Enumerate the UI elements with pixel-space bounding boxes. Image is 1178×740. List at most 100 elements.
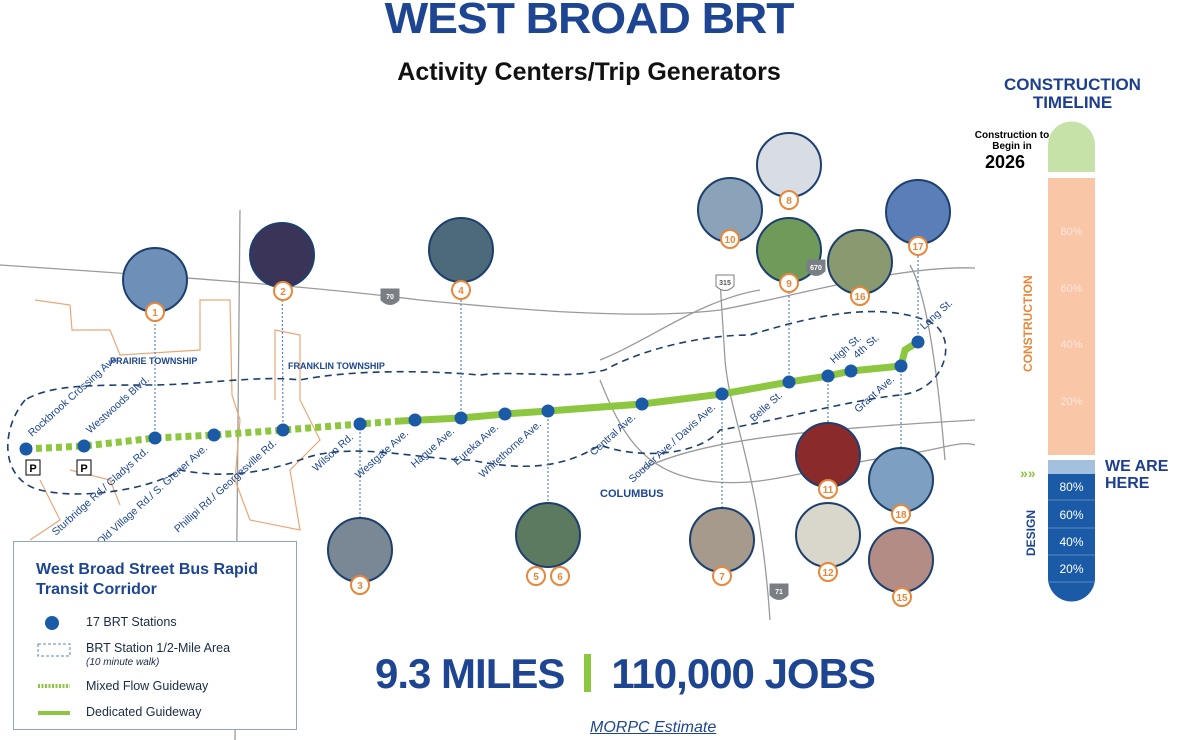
activity-center-photo[interactable]: 6 — [550, 566, 570, 586]
highway-number: 315 — [719, 280, 731, 287]
photo-number: 7 — [719, 572, 725, 583]
photo-icon[interactable] — [795, 422, 861, 488]
station-marker[interactable] — [19, 442, 33, 456]
photo-number-badge — [720, 229, 740, 249]
station-marker[interactable] — [454, 411, 468, 425]
photo-icon[interactable] — [327, 517, 393, 583]
station-marker[interactable] — [821, 369, 835, 383]
photo-number: 2 — [280, 287, 286, 298]
activity-center-photo[interactable]: 12 — [795, 502, 861, 582]
photo-icon[interactable] — [868, 447, 934, 513]
photo-number-badge — [712, 566, 732, 586]
station-marker[interactable] — [635, 397, 649, 411]
legend-item-mixed-flow: Mixed Flow Guideway — [86, 679, 209, 693]
activity-center-photo[interactable]: 7 — [689, 507, 755, 586]
station-marker[interactable] — [207, 428, 221, 442]
source-link[interactable]: MORPC Estimate — [590, 719, 717, 736]
station-marker[interactable] — [844, 364, 858, 378]
activity-center-photo[interactable]: 1 — [122, 247, 188, 322]
franklin-township-label: FRANKLIN TOWNSHIP — [288, 361, 385, 371]
timeline-bar: 80% 60% 40% 20% 80% 60% 40% 20% »» — [1020, 121, 1095, 602]
station-marker[interactable] — [782, 375, 796, 389]
activity-center-photo[interactable]: 3 — [327, 517, 393, 595]
miles-stat: 9.3 MILES — [375, 650, 565, 697]
we-are-here-label: WE ARE HERE — [1105, 458, 1169, 492]
activity-center-photo[interactable]: 16 — [827, 229, 893, 306]
station-marker[interactable] — [276, 423, 290, 437]
station-marker[interactable] — [148, 431, 162, 445]
highway-shield-icon: 670 — [806, 259, 826, 276]
activity-center-photo[interactable]: 10 — [697, 177, 763, 249]
station-marker[interactable] — [911, 335, 925, 349]
station-marker[interactable] — [715, 387, 729, 401]
photo-icon[interactable] — [885, 179, 951, 245]
parking-icon: P — [29, 463, 36, 475]
construction-begin-note: Construction to Begin in — [974, 130, 1050, 152]
jobs-stat: 110,000 JOBS — [611, 650, 876, 697]
photo-number-badge — [526, 566, 546, 586]
legend-symbols — [37, 616, 71, 715]
corridor-stats: 9.3 MILES 110,000 JOBS — [375, 650, 876, 698]
design-tick-label: 60% — [1059, 508, 1083, 522]
station-label: Hague Ave. — [409, 425, 457, 470]
activity-center-photo[interactable]: 4 — [428, 217, 494, 300]
photo-number-badge — [818, 562, 838, 582]
highway-shield-icon: 71 — [769, 583, 789, 600]
photo-number-badge — [850, 286, 870, 306]
construction-tick-label: 20% — [1060, 396, 1082, 408]
station-symbol-icon — [45, 616, 59, 630]
construction-phase-label: CONSTRUCTION — [1021, 275, 1035, 372]
construction-tick-label: 80% — [1060, 226, 1082, 238]
activity-center-photo[interactable]: 18 — [868, 447, 934, 524]
station-marker[interactable] — [408, 413, 422, 427]
township-boundaries — [29, 299, 321, 541]
stats-divider — [584, 654, 592, 692]
photo-number-badge — [550, 566, 570, 586]
photo-number: 17 — [912, 242, 924, 253]
photo-icon[interactable] — [827, 229, 893, 295]
photo-number: 18 — [895, 510, 907, 521]
photo-icon[interactable] — [868, 527, 934, 593]
highway-shield-icon: 315 — [715, 274, 735, 291]
legend-item-dedicated: Dedicated Guideway — [86, 705, 202, 719]
activity-center-photo[interactable]: 9 — [756, 217, 822, 293]
photo-number: 10 — [724, 235, 736, 246]
highway-number: 670 — [810, 265, 822, 272]
station-marker[interactable] — [77, 439, 91, 453]
photo-icon[interactable] — [756, 132, 822, 198]
photo-number: 16 — [854, 292, 866, 303]
station-marker[interactable] — [353, 417, 367, 431]
photo-number: 1 — [152, 308, 158, 319]
activity-center-photo[interactable]: 5 — [515, 502, 581, 586]
activity-center-photo[interactable]: 15 — [868, 527, 934, 607]
photo-icon[interactable] — [249, 222, 315, 288]
legend-item-half-mile: BRT Station 1/2-Mile Area — [86, 641, 231, 655]
station-label: Old Village Rd./ S. Grener Ave. — [95, 442, 210, 548]
photo-number-badge — [818, 479, 838, 499]
design-tick-label: 80% — [1059, 480, 1083, 494]
activity-center-photo[interactable]: 17 — [885, 179, 951, 256]
station[interactable]: Rockbrook Crossing Ave. — [19, 352, 122, 456]
page-subtitle: Activity Centers/Trip Generators — [397, 58, 781, 86]
parking-icon: P — [80, 463, 87, 475]
activity-center-photo[interactable]: 2 — [249, 222, 315, 301]
photo-number-badge — [891, 504, 911, 524]
station-label: Phillipi Rd./ Georgesville Rd. — [172, 437, 279, 535]
highway-shield-icon: 70 — [380, 288, 400, 305]
half-mile-symbol-icon — [37, 643, 71, 657]
photo-icon[interactable] — [515, 502, 581, 568]
station-marker[interactable] — [541, 404, 555, 418]
photo-number-badge — [350, 575, 370, 595]
photo-icon[interactable] — [428, 217, 494, 283]
photo-number: 9 — [786, 279, 792, 290]
station[interactable]: Phillipi Rd./ Georgesville Rd. — [172, 423, 290, 536]
photo-icon[interactable] — [795, 502, 861, 568]
activity-center-photo[interactable]: 11 — [795, 422, 861, 499]
station-marker[interactable] — [894, 359, 908, 373]
station-marker[interactable] — [498, 407, 512, 421]
activity-center-photo[interactable]: 8 — [756, 132, 822, 210]
construction-tick-label: 40% — [1060, 339, 1082, 351]
photo-number: 6 — [557, 572, 563, 583]
photo-icon[interactable] — [689, 507, 755, 573]
